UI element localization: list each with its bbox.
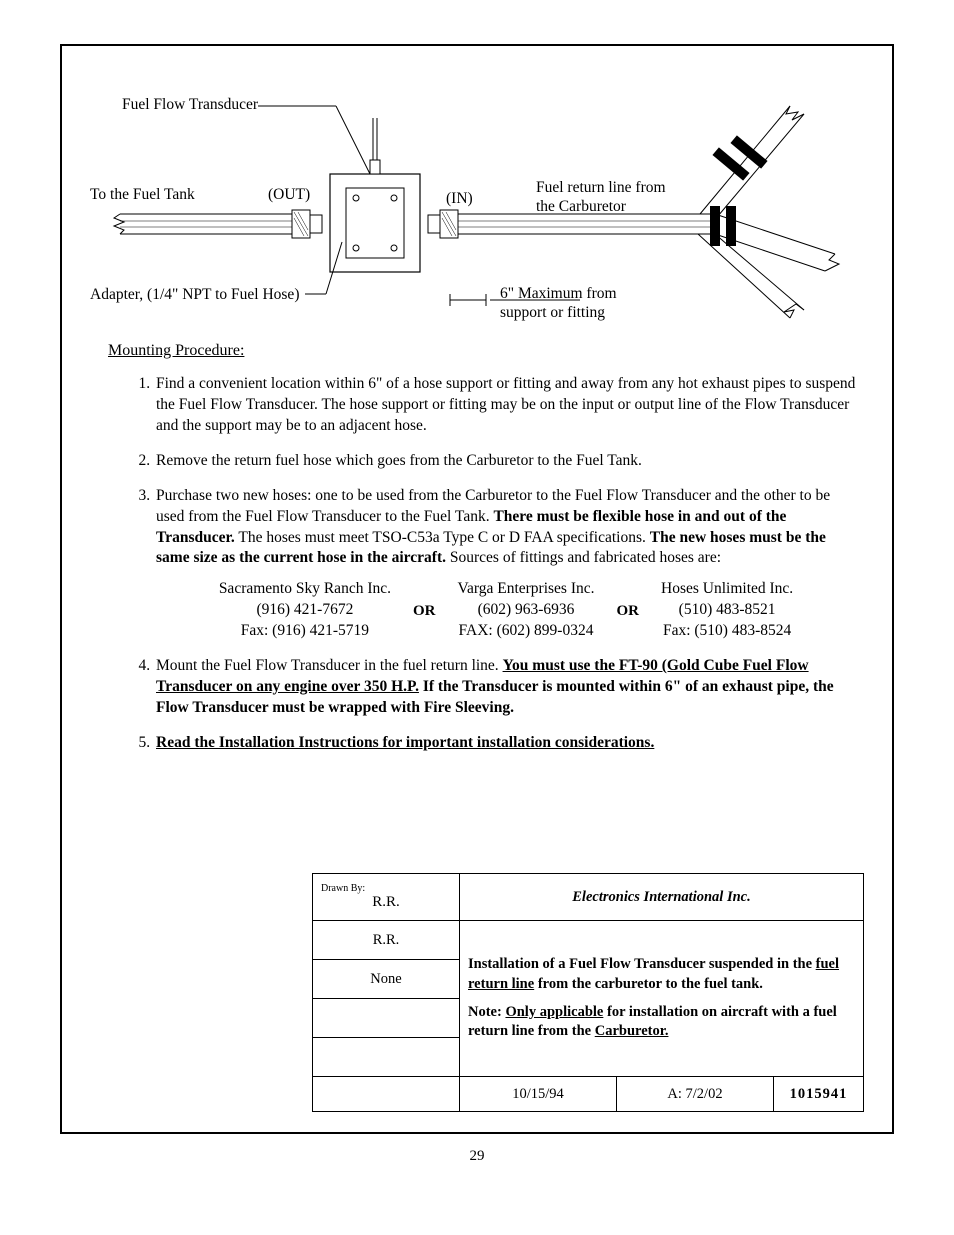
step-1-text: Find a convenient location within 6" of …	[156, 375, 855, 434]
tb-row5	[313, 1038, 460, 1077]
note-d: Carburetor.	[595, 1023, 669, 1039]
supplier-1-name: Sacramento Sky Ranch Inc.	[219, 579, 391, 600]
step-5-text: Read the Installation Instructions for i…	[156, 734, 654, 751]
supplier-1: Sacramento Sky Ranch Inc. (916) 421-7672…	[211, 579, 399, 642]
supplier-2-phone: (602) 963-6936	[458, 600, 595, 621]
company-name: Electronics International Inc.	[460, 874, 864, 921]
description-cell: Installation of a Fuel Flow Transducer s…	[460, 921, 864, 1077]
supplier-2: Varga Enterprises Inc. (602) 963-6936 FA…	[450, 579, 603, 642]
label-max-l2: support or fitting	[500, 304, 605, 321]
label-to-tank: To the Fuel Tank	[90, 186, 195, 204]
step-4-a: Mount the Fuel Flow Transducer in the fu…	[156, 657, 503, 674]
step-3-c: The hoses must meet TSO-C53a Type C or D…	[235, 529, 650, 546]
note-a: Note:	[468, 1004, 505, 1020]
label-max: 6" Maximum from support or fitting	[500, 284, 617, 323]
tb-row2: R.R.	[313, 921, 460, 960]
tb-row3: None	[313, 960, 460, 999]
or-2: OR	[603, 601, 654, 621]
step-5: Read the Installation Instructions for i…	[154, 733, 856, 754]
step-4: Mount the Fuel Flow Transducer in the fu…	[154, 656, 856, 719]
label-transducer: Fuel Flow Transducer	[122, 96, 258, 114]
label-in: (IN)	[446, 190, 473, 208]
desc-a: Installation of a Fuel Flow Transducer s…	[468, 956, 816, 972]
step-1: Find a convenient location within 6" of …	[154, 374, 856, 437]
supplier-3-name: Hoses Unlimited Inc.	[661, 579, 793, 600]
rev-cell: A: 7/2/02	[617, 1077, 774, 1112]
step-3-e: Sources of fittings and fabricated hoses…	[446, 549, 721, 566]
label-return-l2: the Carburetor	[536, 198, 626, 215]
label-return-l1: Fuel return line from	[536, 179, 666, 196]
step-3: Purchase two new hoses: one to be used f…	[154, 486, 856, 642]
page-number: 29	[60, 1148, 894, 1165]
tb-row6	[313, 1077, 460, 1112]
supplier-3-fax: Fax: (510) 483-8524	[661, 621, 793, 642]
procedure-list: Find a convenient location within 6" of …	[124, 374, 864, 754]
label-out: (OUT)	[268, 186, 310, 204]
supplier-2-fax: FAX: (602) 899-0324	[458, 621, 595, 642]
step-2: Remove the return fuel hose which goes f…	[154, 451, 856, 472]
or-1: OR	[399, 601, 450, 621]
supplier-1-fax: Fax: (916) 421-5719	[219, 621, 391, 642]
suppliers-row: Sacramento Sky Ranch Inc. (916) 421-7672…	[156, 579, 856, 642]
drawn-by-label: Drawn By:	[321, 884, 451, 894]
step-2-text: Remove the return fuel hose which goes f…	[156, 452, 642, 469]
supplier-1-phone: (916) 421-7672	[219, 600, 391, 621]
supplier-3-phone: (510) 483-8521	[661, 600, 793, 621]
title-block-table: Drawn By: R.R. Electronics International…	[312, 873, 864, 1112]
label-return: Fuel return line from the Carburetor	[536, 178, 666, 217]
label-adapter: Adapter, (1/4" NPT to Fuel Hose)	[90, 286, 299, 304]
label-max-l1: 6" Maximum from	[500, 285, 617, 302]
docnum-cell: 1015941	[774, 1077, 864, 1112]
page: Fuel Flow Transducer To the Fuel Tank (O…	[0, 0, 954, 1235]
tb-row4	[313, 999, 460, 1038]
supplier-3: Hoses Unlimited Inc. (510) 483-8521 Fax:…	[653, 579, 801, 642]
drawn-by-cell: Drawn By: R.R.	[313, 874, 460, 921]
date-cell: 10/15/94	[460, 1077, 617, 1112]
installation-diagram: Fuel Flow Transducer To the Fuel Tank (O…	[90, 66, 864, 336]
title-block: Drawn By: R.R. Electronics International…	[312, 873, 864, 1112]
desc-c: from the carburetor to the fuel tank.	[534, 976, 763, 992]
drawn-by-value: R.R.	[321, 894, 451, 911]
supplier-2-name: Varga Enterprises Inc.	[458, 579, 595, 600]
content-frame: Fuel Flow Transducer To the Fuel Tank (O…	[60, 44, 894, 1134]
note-b: Only applicable	[505, 1004, 603, 1020]
mounting-procedure-heading: Mounting Procedure:	[108, 342, 864, 360]
